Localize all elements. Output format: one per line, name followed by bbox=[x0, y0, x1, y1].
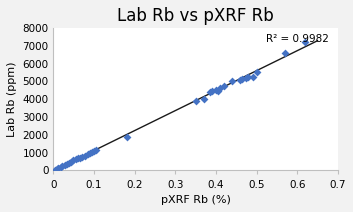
Point bbox=[238, 78, 243, 81]
Point bbox=[240, 77, 245, 80]
Point bbox=[60, 165, 65, 168]
Point bbox=[215, 89, 221, 92]
Point bbox=[282, 51, 288, 54]
Point bbox=[213, 89, 219, 92]
Point bbox=[89, 151, 95, 154]
Point bbox=[124, 136, 130, 139]
Point bbox=[55, 167, 61, 170]
Point bbox=[64, 162, 70, 165]
Point bbox=[209, 89, 215, 93]
Point bbox=[303, 40, 308, 44]
Point bbox=[79, 155, 85, 158]
Point bbox=[66, 161, 72, 165]
X-axis label: pXRF Rb (%): pXRF Rb (%) bbox=[161, 195, 231, 205]
Point bbox=[70, 159, 76, 162]
Point bbox=[68, 160, 73, 163]
Point bbox=[193, 99, 198, 102]
Point bbox=[87, 152, 93, 155]
Point bbox=[246, 75, 251, 79]
Point bbox=[207, 90, 213, 93]
Point bbox=[91, 149, 97, 153]
Point bbox=[254, 71, 259, 74]
Point bbox=[62, 163, 68, 167]
Point bbox=[229, 80, 235, 83]
Point bbox=[82, 154, 88, 157]
Title: Lab Rb vs pXRF Rb: Lab Rb vs pXRF Rb bbox=[117, 7, 274, 25]
Point bbox=[52, 168, 58, 172]
Point bbox=[75, 156, 81, 160]
Point bbox=[73, 158, 79, 161]
Point bbox=[85, 153, 91, 156]
Text: R² = 0.9982: R² = 0.9982 bbox=[267, 33, 329, 44]
Point bbox=[244, 76, 249, 80]
Point bbox=[93, 148, 99, 152]
Point bbox=[217, 86, 223, 89]
Point bbox=[221, 85, 227, 88]
Point bbox=[250, 75, 255, 79]
Y-axis label: Lab Rb (ppm): Lab Rb (ppm) bbox=[7, 61, 17, 137]
Point bbox=[77, 156, 83, 159]
Point bbox=[58, 166, 64, 169]
Point bbox=[201, 97, 207, 100]
Point bbox=[54, 167, 60, 171]
